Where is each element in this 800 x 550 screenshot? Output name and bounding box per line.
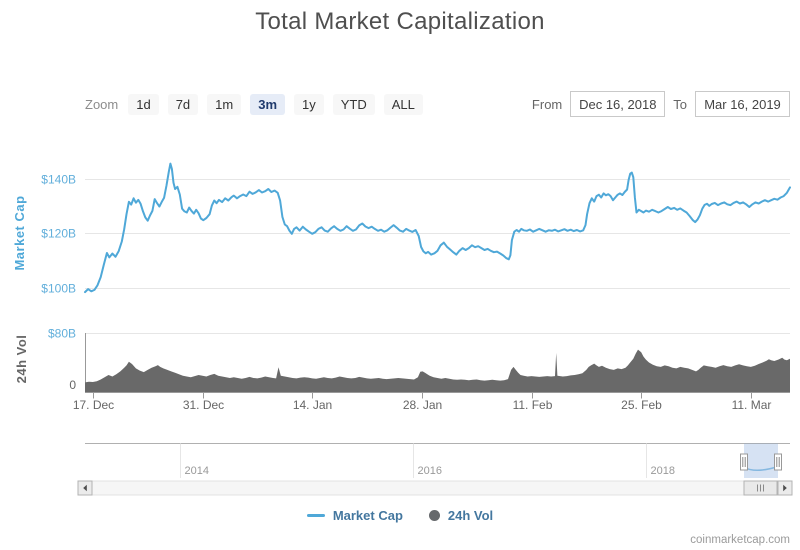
zoom-buttons: 1d 7d 1m 3m 1y YTD ALL xyxy=(128,93,423,115)
market-cap-tick-label: $100B xyxy=(41,282,76,296)
navigator: 2014 2016 2018 xyxy=(85,443,790,479)
legend-label: Market Cap xyxy=(332,508,403,523)
legend-item-market-cap[interactable]: Market Cap xyxy=(306,508,403,523)
market-cap-tick-label: $120B xyxy=(41,227,76,241)
scrollbar-thumb[interactable] xyxy=(743,480,778,496)
zoom-label: Zoom xyxy=(85,96,119,112)
zoom-button-1y[interactable]: 1y xyxy=(294,93,324,115)
attribution-link[interactable]: coinmarketcap.com xyxy=(690,534,790,546)
from-date-input[interactable] xyxy=(570,91,666,117)
x-axis-label: 31. Dec xyxy=(183,398,224,412)
navigator-selected-range[interactable] xyxy=(744,443,778,479)
zoom-button-all[interactable]: ALL xyxy=(383,93,423,115)
market-cap-tick-label: $140B xyxy=(41,173,76,187)
market-cap-marker-icon xyxy=(306,514,325,517)
volume-axis-title: 24h Vol xyxy=(14,335,29,384)
main-plot-area[interactable] xyxy=(85,140,790,395)
navigator-year-label: 2016 xyxy=(418,465,442,477)
scrollbar-right-arrow-icon xyxy=(783,484,787,492)
y-axis-titles: Market Cap 24h Vol xyxy=(12,195,29,383)
volume-area xyxy=(85,349,790,392)
navigator-handle-left[interactable] xyxy=(740,453,748,471)
24h-vol-marker-icon xyxy=(428,510,440,521)
volume-series xyxy=(85,349,790,392)
market-cap-line xyxy=(84,162,791,294)
navigator-year-label: 2018 xyxy=(651,465,675,477)
volume-tick-label: $80B xyxy=(48,327,76,341)
market-cap-series xyxy=(84,162,791,294)
handle-grip[interactable] xyxy=(774,453,782,471)
gridlines xyxy=(85,179,790,334)
legend-label: 24h Vol xyxy=(447,508,494,523)
from-label: From xyxy=(531,96,563,112)
navigator-handle-right[interactable] xyxy=(774,453,782,471)
zoom-button-7d[interactable]: 7d xyxy=(167,93,199,115)
zoom-button-ytd[interactable]: YTD xyxy=(332,93,375,115)
to-date-input[interactable] xyxy=(695,91,790,117)
scrollbar-track[interactable] xyxy=(77,480,793,496)
to-label: To xyxy=(673,96,687,112)
zoom-button-1m[interactable]: 1m xyxy=(207,93,242,115)
volume-tick-label: 0 xyxy=(69,378,76,392)
market-cap-axis-title: Market Cap xyxy=(12,195,27,270)
x-axis-labels: 17. Dec 31. Dec 14. Jan 28. Jan 11. Feb 25. F… xyxy=(73,398,772,412)
x-axis-label: 11. Mar xyxy=(732,398,772,412)
x-axis-label: 11. Feb xyxy=(513,398,553,412)
navigator-year-label: 2014 xyxy=(185,465,209,477)
range-toolbar: Zoom 1d 7d 1m 3m 1y YTD ALL From To xyxy=(85,90,790,118)
scrollbar xyxy=(77,480,793,496)
x-axis-label: 28. Jan xyxy=(403,398,442,412)
zoom-button-3m[interactable]: 3m xyxy=(250,93,286,115)
x-axis-label: 25. Feb xyxy=(621,398,662,412)
x-axis-label: 14. Jan xyxy=(293,398,332,412)
x-axis-label: 17. Dec xyxy=(73,398,114,412)
legend: Market Cap 24h Vol xyxy=(0,508,800,523)
y-axis-labels: $100B $120B $140B 0 $80B xyxy=(41,173,76,393)
scrollbar-left-arrow-icon xyxy=(83,484,87,492)
page-title: Total Market Capitalization xyxy=(255,8,545,35)
zoom-button-1d[interactable]: 1d xyxy=(128,93,159,115)
legend-item-24h-vol[interactable]: 24h Vol xyxy=(428,508,494,523)
handle-grip[interactable] xyxy=(740,453,748,471)
